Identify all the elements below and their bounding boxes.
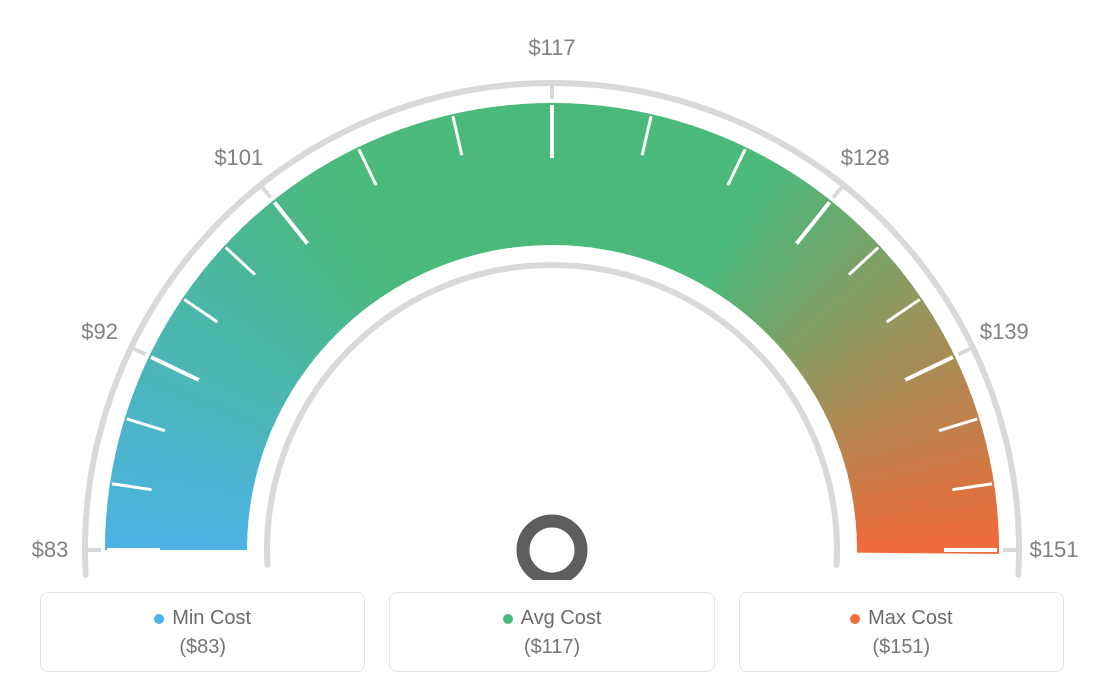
legend-avg-cost: Avg Cost ($117) <box>389 592 714 672</box>
legend-value-min: ($83) <box>51 636 354 659</box>
cost-gauge-container: $83 $92 $101 $117 $128 $139 $151 Min Cost ($83… <box>0 0 1104 690</box>
gauge-tick-label: $139 <box>980 319 1029 345</box>
legend-value-max: ($151) <box>750 636 1053 659</box>
legend-row: Min Cost ($83) Avg Cost ($117) Max Cost … <box>40 592 1064 672</box>
gauge-tick-label: $92 <box>81 319 118 345</box>
legend-dot-min <box>154 614 164 624</box>
gauge-tick-label: $151 <box>1030 537 1079 563</box>
gauge-chart: $83 $92 $101 $117 $128 $139 $151 <box>0 20 1104 580</box>
gauge-tick-label: $83 <box>32 537 69 563</box>
legend-dot-max <box>850 614 860 624</box>
legend-label-min: Min Cost <box>172 607 251 630</box>
legend-label-avg: Avg Cost <box>521 607 602 630</box>
legend-max-cost: Max Cost ($151) <box>739 592 1064 672</box>
gauge-tick-label: $101 <box>214 145 263 171</box>
legend-label-max: Max Cost <box>868 607 952 630</box>
gauge-tick-label: $128 <box>841 145 890 171</box>
legend-value-avg: ($117) <box>400 636 703 659</box>
legend-min-cost: Min Cost ($83) <box>40 592 365 672</box>
gauge-tick-label: $117 <box>528 35 575 61</box>
legend-dot-avg <box>503 614 513 624</box>
